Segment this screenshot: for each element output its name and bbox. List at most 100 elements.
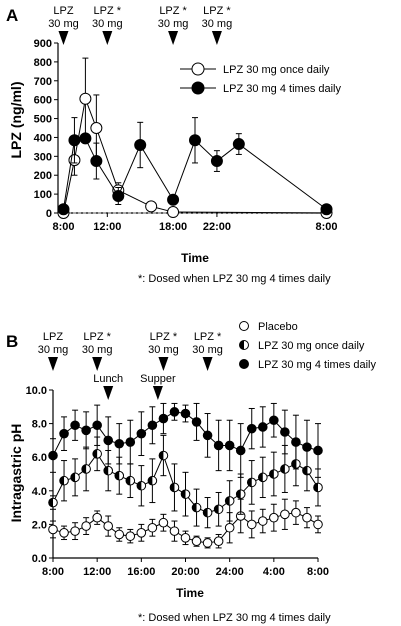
panel-b-xlabel: Time	[176, 586, 204, 600]
data-point-half	[302, 466, 307, 475]
data-point	[103, 521, 114, 531]
data-point	[90, 122, 103, 134]
data-point	[257, 516, 268, 526]
data-point	[103, 435, 114, 446]
data-point	[70, 472, 80, 483]
data-point	[320, 203, 333, 216]
dose-label-line1: LPZ	[53, 5, 73, 17]
data-point	[81, 425, 91, 436]
data-point	[92, 512, 102, 523]
data-point	[57, 203, 70, 216]
y-tick-label: 100	[34, 189, 52, 201]
legend-marker	[191, 81, 205, 95]
data-point	[213, 504, 224, 515]
data-point-half	[236, 489, 241, 499]
series-2	[48, 434, 323, 529]
dose-label-line2: 30 mg	[158, 18, 189, 30]
data-point	[232, 138, 245, 151]
data-point	[246, 477, 257, 488]
data-point	[280, 464, 290, 474]
data-point	[125, 531, 136, 541]
series-1	[57, 57, 333, 219]
panel-b-letter: B	[6, 332, 18, 351]
dose-label-line1: LPZ *	[194, 331, 222, 343]
dose-label-line1: LPZ	[43, 331, 63, 343]
data-point-half	[247, 478, 252, 487]
y-tick-label: 0	[46, 208, 52, 220]
data-point	[81, 464, 91, 474]
data-point-half	[59, 476, 65, 486]
data-point-half	[92, 449, 98, 459]
data-point	[167, 193, 180, 206]
x-tick-label: 8:00	[42, 566, 64, 578]
data-point	[269, 415, 279, 426]
dose-arrow	[158, 357, 169, 371]
x-tick-label: 4:00	[263, 566, 285, 578]
dose-label-line2: 30 mg	[82, 344, 113, 356]
data-point-half	[170, 483, 175, 492]
data-point	[180, 533, 191, 543]
panel-a-letter: A	[6, 6, 18, 25]
data-point	[79, 92, 92, 105]
dose-arrow	[211, 31, 222, 45]
data-point	[48, 524, 58, 535]
data-point	[191, 502, 202, 513]
y-tick-label: 10.0	[26, 385, 47, 397]
panel-b-footnote: *: Dosed when LPZ 30 mg 4 times daily	[138, 612, 331, 624]
data-point	[191, 536, 202, 547]
data-point	[280, 509, 290, 520]
data-point	[70, 420, 80, 431]
x-tick-label: 12:00	[83, 566, 111, 578]
legend-marker	[239, 340, 249, 350]
dose-label-line2: 30 mg	[202, 18, 233, 30]
dose-label-line1: LPZ *	[83, 331, 111, 343]
x-tick-label: 8:00	[316, 221, 338, 233]
data-point	[147, 420, 158, 431]
data-point	[145, 200, 158, 213]
y-tick-label: 500	[34, 114, 52, 126]
data-point	[59, 428, 69, 439]
x-tick-label: 12:00	[93, 221, 121, 233]
data-point	[269, 469, 279, 479]
panel-a-ylabel: LPZ (ng/ml)	[8, 82, 24, 159]
panel-a-xlabel: Time	[181, 251, 209, 265]
data-point	[158, 413, 169, 424]
dose-arrow	[202, 357, 213, 371]
dose-label-line1: LPZ *	[150, 331, 178, 343]
data-point-half	[114, 471, 120, 480]
legend-label: Placebo	[258, 321, 298, 333]
data-point	[246, 519, 257, 530]
dose-label-line2: 30 mg	[38, 344, 69, 356]
legend-label: LPZ 30 mg once daily	[223, 64, 330, 76]
y-tick-label: 600	[34, 95, 52, 107]
y-tick-label: 300	[34, 151, 52, 163]
dose-label-line2: 30 mg	[192, 344, 223, 356]
data-point	[70, 526, 80, 536]
data-point-half	[280, 464, 285, 474]
data-point	[158, 517, 169, 528]
y-tick-label: 800	[34, 57, 52, 69]
legend-marker	[239, 321, 249, 331]
data-point	[59, 528, 69, 538]
panel-b-ylabel: Intragastric pH	[8, 424, 24, 523]
dose-label-line2: 30 mg	[92, 18, 123, 30]
data-point	[235, 489, 246, 499]
legend-label: LPZ 30 mg once daily	[258, 340, 365, 352]
y-tick-label: 900	[34, 38, 52, 50]
dose-arrow	[48, 357, 58, 371]
data-point	[269, 512, 279, 523]
data-point	[189, 134, 201, 147]
series-2	[57, 117, 333, 216]
data-point	[169, 482, 180, 493]
legend-marker	[191, 62, 205, 76]
data-point	[302, 512, 312, 523]
data-point-half	[126, 476, 131, 486]
data-point	[68, 134, 81, 147]
data-point-half	[70, 473, 76, 482]
data-point	[169, 526, 180, 536]
meal-arrow	[103, 386, 114, 400]
data-point-half	[159, 451, 164, 460]
data-point-half	[203, 508, 208, 517]
dose-label-line1: LPZ *	[203, 5, 231, 17]
y-tick-label: 200	[34, 170, 52, 182]
